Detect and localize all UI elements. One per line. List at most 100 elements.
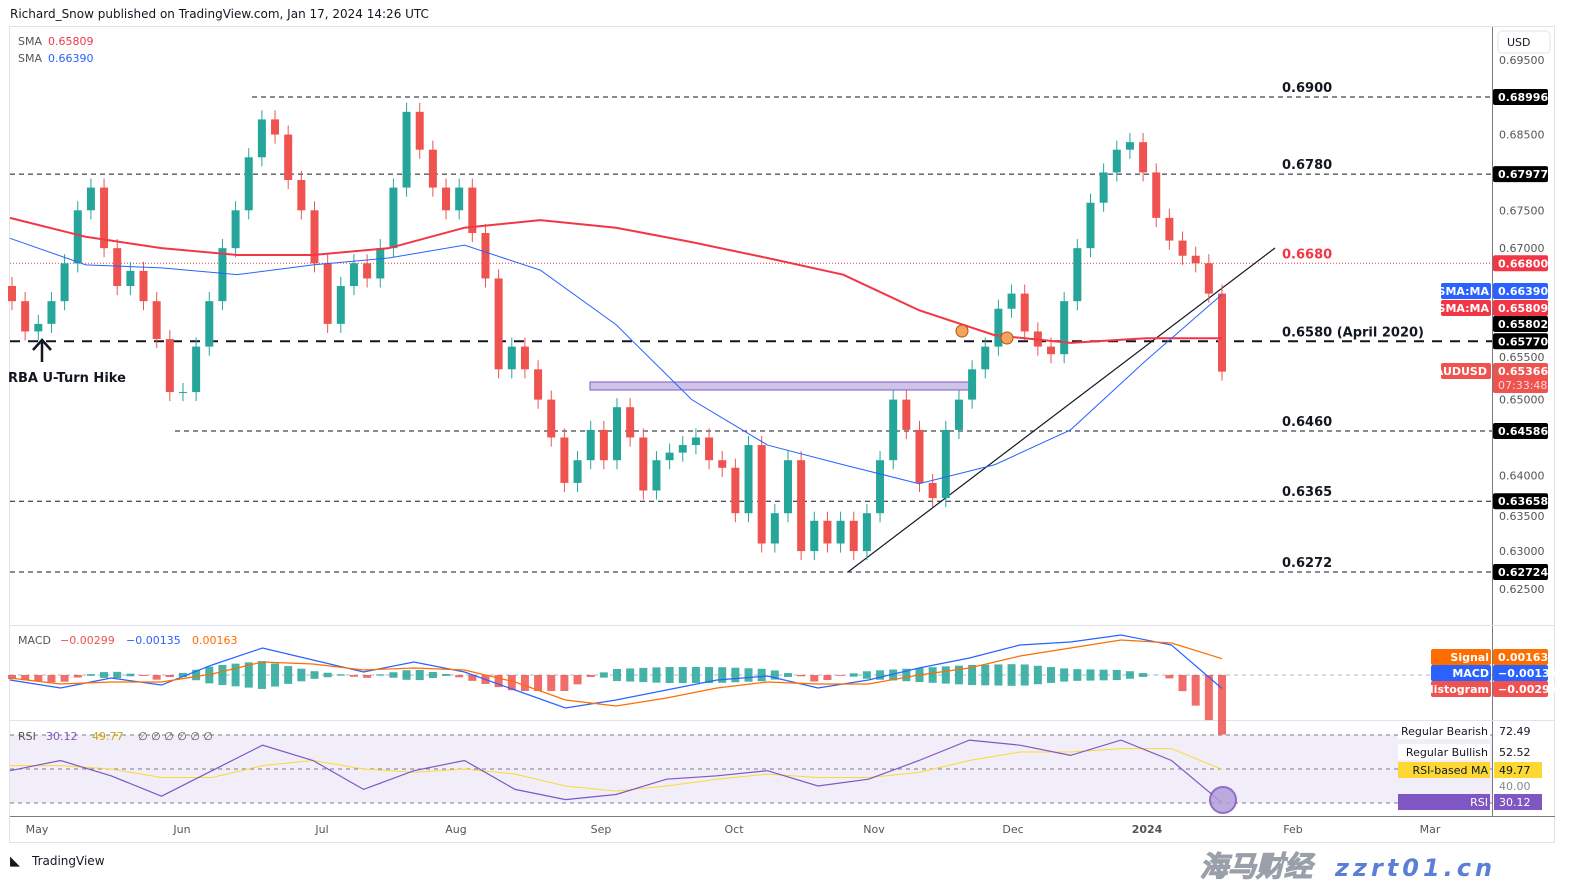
candle-body [34,323,43,332]
x-tick-label: 2024 [1132,823,1163,836]
chart-frame [9,26,1555,843]
candle-body [336,286,345,324]
candle-body [8,286,16,302]
candle-body [100,187,109,249]
candle-body [902,399,911,430]
ascending-trendline[interactable] [847,247,1276,573]
candle-body [86,187,95,211]
histogram-bar [691,667,700,683]
candle-body [876,460,885,514]
histogram-bar [902,668,911,682]
x-tick-label: Sep [591,823,612,836]
rsi-tag-name: RSI-based MA [1412,764,1488,777]
sma50-tag [1493,283,1548,299]
rsi-tag-name-bg [1398,723,1490,739]
candle-body [297,180,306,211]
level-tag-value: 0.64586 [1498,425,1548,438]
level-label: 0.6580 (April 2020) [1282,325,1424,340]
candle-body [402,111,411,188]
histogram-bar [218,664,227,686]
candle-body [244,157,253,211]
histogram-bar [547,675,556,691]
histogram-bar [310,671,319,679]
tradingview-logo-icon: ◣ [10,854,20,869]
macd-legend-label: MACD [18,634,51,647]
y-tick-label: 0.67500 [1499,204,1545,217]
candle-body [310,210,319,264]
macd-legend-macd: −0.00135 [126,634,181,647]
candle-body [428,149,437,188]
axes: 0.69500 0.68500 0.67500 0.67000 0.65500 0.650… [26,54,1545,836]
histogram-bar [507,675,516,691]
macd-1-tag-name-bg [1431,665,1491,681]
rsi-legend-extra: ∅ ∅ ∅ ∅ ∅ ∅ [138,730,213,743]
candle-body [810,520,819,552]
histogram-bar [402,670,411,680]
candle-body [1020,293,1029,332]
histogram-bar [126,673,135,677]
macd-0-tag-name: Signal [1450,651,1489,664]
candle-body [1139,142,1148,173]
histogram-bar [60,675,69,682]
candle-body [73,210,82,264]
histogram-bar [1204,675,1213,721]
rsi-tag-value: 72.49 [1499,725,1531,738]
rsi-band [10,734,1492,804]
histogram-bar [731,667,740,683]
candle-body [560,437,569,483]
histogram-bar [152,675,161,680]
macd-1-tag-value: −0.00135 [1498,667,1557,680]
candle-body [481,233,490,279]
sma200-line [9,216,1222,344]
candles [8,102,1226,561]
level-tag [1493,333,1548,350]
rsi-tag-value: 30.12 [1499,796,1531,809]
histogram-bar [21,675,30,681]
histogram-bar [941,666,950,684]
y-tick-label: 0.69500 [1499,54,1545,67]
resistance-zone[interactable] [589,381,976,391]
x-tick-label: Nov [863,823,885,836]
histogram-bar [599,672,608,678]
candle-body [363,263,372,279]
price-tags: 0.68996 0.67977 0.66800 0.65770 0.64586 0.636… [1424,89,1557,697]
histogram-bar [349,675,358,677]
candle-body [678,445,687,453]
candle-body [442,187,451,211]
candle-body [192,346,201,393]
histogram-bar [876,670,885,680]
candle-body [1178,240,1187,256]
histogram-bar [192,669,201,681]
candle-body [941,429,950,499]
candle-body [665,452,674,461]
tradingview-logo[interactable]: ◣ TradingView [10,854,105,869]
rsi-oversold-marker [1209,786,1237,814]
candle-body [797,460,806,552]
rsi-tag-name-bg [1398,794,1490,810]
level-label: 0.6460 [1282,415,1332,430]
rsi-tag-name: Regular Bullish [1406,746,1488,759]
histogram-bar [534,675,543,691]
y-tick-label: 0.63000 [1499,545,1545,558]
candle-body [21,301,30,332]
currency-button[interactable]: USD [1497,30,1551,54]
candle-body [836,520,845,544]
candle-body [613,407,621,461]
histogram-bar [1191,675,1200,706]
histogram-bar [836,675,845,676]
candle-body [718,460,727,468]
candle-body [349,263,358,287]
candle-body [534,369,543,400]
sma200-tag-name: SMA:MA [1438,302,1490,315]
candle-body [862,513,871,552]
histogram-bar [1139,673,1148,677]
y-tick-label: 0.64000 [1499,469,1545,482]
candle-body [257,119,266,158]
symbol-tag [1441,363,1491,379]
sma1-value: 0.65809 [48,35,94,48]
histogram-bar [73,675,82,678]
histogram-bar [376,674,385,676]
histogram-bar [626,668,635,682]
histogram-bar [34,675,43,682]
